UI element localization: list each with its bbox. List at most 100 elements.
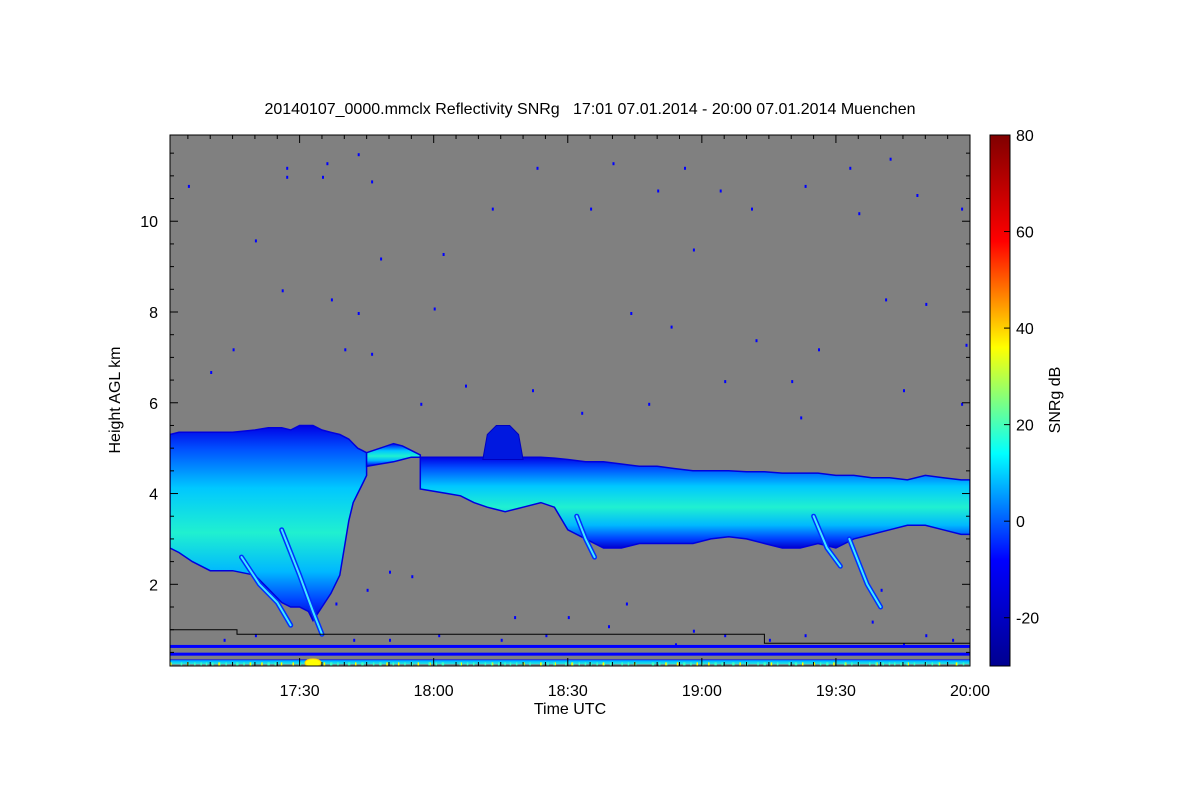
noise-point: [625, 602, 628, 606]
clutter-speck: [721, 662, 723, 666]
clutter-speck: [770, 662, 773, 666]
noise-point: [925, 302, 928, 306]
clutter-speck: [466, 662, 469, 666]
noise-point: [536, 166, 539, 170]
clutter-speck: [200, 662, 202, 666]
clutter-speck: [876, 662, 878, 666]
noise-point: [335, 602, 338, 606]
clutter-speck: [776, 662, 779, 666]
clutter-speck: [299, 662, 302, 666]
noise-point: [657, 189, 660, 193]
clutter-speck: [491, 662, 494, 666]
clutter-speck: [170, 662, 172, 666]
noise-point: [344, 348, 347, 352]
noise-point: [751, 207, 753, 211]
noise-point: [692, 629, 695, 633]
clutter-speck: [397, 662, 400, 666]
colorbar-fill: [989, 134, 1011, 667]
clutter-speck: [652, 662, 655, 666]
noise-point: [545, 634, 548, 638]
clutter-speck: [553, 662, 555, 666]
clutter-speck: [459, 662, 462, 666]
fallstreak-core: [240, 556, 292, 627]
clutter-speck: [280, 662, 283, 666]
clutter-speck: [684, 662, 686, 666]
clutter-speck: [571, 662, 573, 666]
clutter-speck: [261, 662, 263, 666]
clutter-speck: [225, 662, 227, 666]
noise-point: [254, 239, 257, 243]
noise-point: [380, 257, 383, 261]
clutter-speck: [931, 662, 934, 666]
clutter-speck: [690, 662, 692, 666]
noise-point: [389, 638, 391, 642]
clutter-speck: [180, 662, 183, 666]
noise-point: [330, 298, 333, 302]
clutter-speck: [347, 662, 350, 666]
colorbar-tick-label: 80: [1016, 128, 1034, 145]
clutter-speck: [757, 662, 759, 666]
clutter-speck: [937, 662, 940, 666]
clutter-speck: [906, 662, 908, 666]
x-tick-label: 18:00: [414, 683, 454, 700]
clutter-speck: [746, 662, 748, 666]
noise-point: [411, 575, 414, 579]
clutter-speck: [602, 662, 605, 666]
x-axis: 17:30 18:00 18:30 19:00 19:30 20:00: [187, 135, 990, 700]
noise-point: [532, 389, 534, 393]
clutter-speck: [609, 662, 612, 666]
clutter-speck: [435, 662, 437, 666]
clutter-speck: [236, 662, 238, 666]
noise-point: [791, 380, 794, 384]
cloud-3: [419, 456, 970, 549]
clutter-speck: [361, 662, 363, 666]
noise-point: [357, 312, 360, 315]
noise-point: [961, 207, 964, 211]
clutter-speck: [572, 662, 574, 666]
clutter-speck: [596, 662, 598, 666]
clutter-speck: [540, 662, 543, 666]
noise-point: [724, 380, 727, 384]
clutter-speck: [348, 662, 351, 666]
clutter-speck: [205, 662, 208, 666]
clutter-speck: [337, 662, 339, 666]
clutter-speck: [701, 662, 704, 666]
clutter-speck: [938, 662, 941, 666]
clutter-speck: [826, 662, 828, 666]
noise-point: [326, 162, 329, 166]
x-tick-label: 18:30: [548, 683, 588, 700]
fallstreak-core: [575, 515, 596, 559]
noise-point: [648, 402, 651, 406]
clutter-speck: [833, 662, 835, 666]
y-tick-label: 8: [149, 305, 158, 322]
noise-point: [371, 180, 374, 184]
noise-point: [514, 616, 517, 620]
chart-title: 20140107_0000.mmclx Reflectivity SNRg 17…: [264, 101, 915, 118]
clutter-speck: [250, 662, 252, 666]
noise-point: [818, 348, 820, 352]
x-tick-label: 19:00: [682, 683, 722, 700]
noise-point: [724, 634, 727, 638]
y-axis-label: Height AGL km: [107, 346, 124, 453]
clutter-speck: [404, 662, 406, 666]
colorbar-tick-label: 20: [1016, 418, 1034, 435]
clutter-speck: [894, 662, 896, 666]
noise-point: [491, 207, 494, 211]
noise-point: [849, 166, 852, 170]
noise-point: [630, 312, 633, 315]
noise-point: [353, 638, 356, 642]
clutter-speck: [732, 662, 734, 666]
clutter-speck: [763, 662, 765, 666]
plot-area: [170, 135, 970, 666]
clutter-speck: [392, 662, 395, 666]
clutter-speck: [355, 662, 357, 666]
noise-point: [871, 620, 874, 624]
clutter-speck: [372, 662, 375, 666]
noise-point: [366, 588, 369, 592]
clutter-speck: [708, 662, 710, 666]
noise-point: [916, 194, 919, 197]
noise-point: [286, 175, 289, 179]
clutter-speck: [794, 662, 797, 666]
clutter-speck: [658, 662, 661, 666]
